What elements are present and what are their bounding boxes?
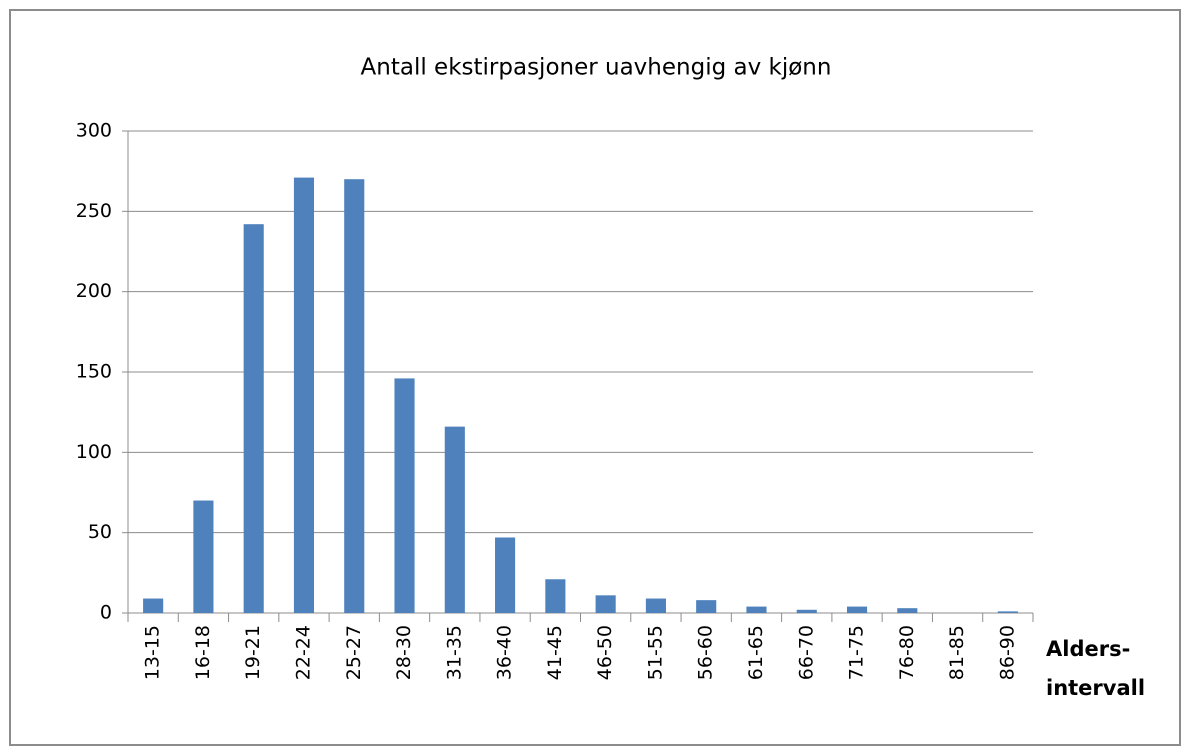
chart-frame — [9, 9, 1181, 746]
bar — [444, 426, 465, 613]
bar — [897, 608, 918, 613]
x-tick-label: 13-15 — [142, 625, 164, 680]
bar — [846, 606, 868, 613]
y-tick-label: 250 — [76, 200, 112, 222]
bar — [243, 224, 264, 614]
bar — [796, 609, 817, 613]
x-tick-label: 36-40 — [494, 625, 516, 680]
x-tick-label: 16-18 — [192, 625, 214, 680]
bar — [746, 606, 767, 613]
x-tick-label: 71-75 — [846, 625, 868, 680]
chart-title: Antall ekstirpasjoner uavhengig av kjønn — [361, 55, 832, 81]
x-tick-label: 46-50 — [594, 625, 616, 680]
bar — [645, 598, 666, 613]
x-tick-label: 81-85 — [946, 625, 968, 680]
x-tick-label: 61-65 — [745, 625, 767, 680]
x-tick-label: 66-70 — [795, 625, 817, 680]
x-tick-label: 22-24 — [292, 625, 314, 680]
x-tick-label: 31-35 — [443, 625, 465, 680]
bar — [595, 595, 616, 613]
y-tick-label: 50 — [88, 521, 112, 543]
x-tick-label: 51-55 — [644, 625, 666, 680]
bar — [344, 179, 365, 613]
bar — [545, 579, 566, 613]
y-tick-label: 300 — [76, 120, 112, 142]
bar — [997, 611, 1018, 613]
x-tick-label: 19-21 — [242, 625, 264, 680]
bar — [293, 177, 315, 614]
y-tick-label: 0 — [100, 602, 112, 624]
x-tick-label: 25-27 — [343, 625, 365, 680]
x-tick-label: 86-90 — [996, 625, 1018, 680]
x-axis-label: Alders- — [1046, 637, 1130, 661]
bar — [193, 500, 214, 613]
x-tick-label: 41-45 — [544, 625, 566, 680]
y-tick-label: 200 — [76, 280, 112, 302]
x-tick-label: 56-60 — [695, 625, 717, 680]
bar — [696, 600, 717, 613]
x-axis-label: intervall — [1046, 676, 1145, 700]
bar — [495, 537, 516, 613]
y-tick-label: 150 — [76, 361, 112, 383]
x-tick-label: 76-80 — [896, 625, 918, 680]
x-tick-label: 28-30 — [393, 625, 415, 680]
bar — [143, 598, 164, 613]
bar — [394, 378, 415, 613]
y-tick-label: 100 — [76, 441, 112, 463]
